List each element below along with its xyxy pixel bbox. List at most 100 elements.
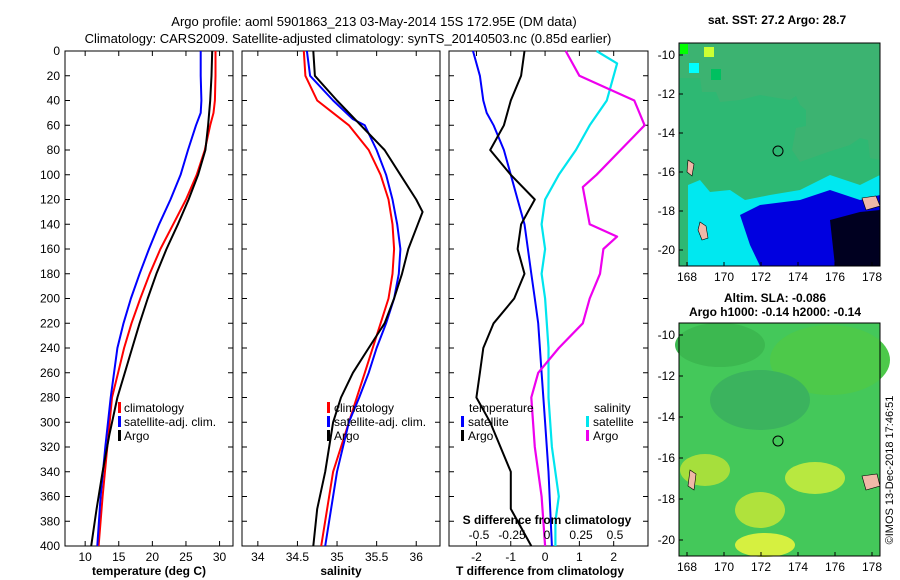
salinity-legend: climatology satellite-adj. clim. Argo	[327, 401, 426, 443]
sst-pixel	[704, 47, 714, 57]
map-x-tick-label: 178	[862, 560, 882, 574]
y-tick-label: 0	[53, 44, 60, 58]
figure-title-line2: Climatology: CARS2009. Satellite-adjuste…	[85, 31, 612, 46]
series-line-argo	[312, 50, 424, 547]
map-x-tick-label: 172	[751, 560, 771, 574]
secondary-x-tick-label: 0.5	[607, 528, 624, 542]
x-tick-label: -2	[471, 550, 482, 564]
series-line-s-argo	[530, 50, 646, 547]
map-y-tick-label: -16	[658, 165, 676, 179]
sla-land-vanuatu	[687, 469, 697, 491]
map-y-tick-label: -14	[658, 410, 676, 424]
sla-map-frame	[678, 322, 881, 557]
legend-label-argo: Argo	[334, 429, 360, 443]
legend-swatch-satellite	[118, 416, 121, 427]
series-line-s-satellite	[540, 50, 619, 546]
sst-land-vanuatu	[697, 221, 709, 241]
series-line-climatology	[302, 50, 396, 547]
x-tick-label: 36	[410, 550, 424, 564]
y-tick-label: 200	[40, 292, 60, 306]
secondary-x-tick-label: -0.5	[469, 528, 490, 542]
legend-swatch-t-argo	[461, 430, 464, 441]
temperature-xlabel: temperature (deg C)	[92, 564, 206, 578]
secondary-x-tick-label: 0.25	[569, 528, 593, 542]
secondary-x-tick-label: -0.25	[498, 528, 526, 542]
figure-title-line1: Argo profile: aoml 5901863_213 03-May-20…	[171, 14, 576, 29]
legend-header-salinity: salinity	[594, 401, 631, 415]
series-line-t-satellite	[472, 50, 553, 547]
sst-pixel	[711, 69, 721, 80]
salinity-xlabel: salinity	[320, 564, 362, 578]
temperature-legend: climatology satellite-adj. clim. Argo	[118, 401, 216, 443]
imos-credit: ©IMOS 13-Dec-2018 17:46:51	[884, 396, 896, 545]
sla-blob	[680, 454, 730, 486]
legend-label-satellite: satellite-adj. clim.	[124, 415, 216, 429]
legend-swatch-argo	[118, 430, 121, 441]
salinity-axes-frame	[241, 50, 441, 547]
map-y-tick-label: -12	[658, 369, 676, 383]
y-tick-label: 300	[40, 415, 60, 429]
legend-swatch-climatology	[118, 402, 121, 413]
legend-label-t-satellite: satellite	[468, 415, 509, 429]
secondary-x-tick-label: 0	[544, 528, 551, 542]
map-y-tick-label: -10	[658, 328, 676, 342]
y-tick-label: 320	[40, 440, 60, 454]
map-x-tick-label: 170	[714, 270, 734, 284]
sla-map: Altim. SLA: -0.086 Argo h1000: -0.14 h20…	[658, 291, 890, 574]
y-tick-label: 240	[40, 341, 60, 355]
difference-secondary-xlabel: S difference from climatology	[463, 513, 632, 527]
x-tick-label: 30	[213, 550, 227, 564]
y-tick-label: 140	[40, 217, 60, 231]
x-tick-label: 1	[576, 550, 583, 564]
x-tick-label: 15	[112, 550, 126, 564]
legend-swatch-s-satellite	[586, 416, 589, 427]
map-x-tick-label: 174	[788, 270, 808, 284]
sst-map-frame	[678, 42, 881, 267]
temperature-panel: 0 20 40 60 80 100 120 140 160 180 200 220 240 260 280 3…	[40, 44, 234, 578]
difference-xlabel: T difference from climatology	[456, 564, 624, 578]
map-x-tick-label: 168	[677, 270, 697, 284]
map-x-tick-label: 168	[677, 560, 697, 574]
legend-swatch-s-argo	[586, 430, 589, 441]
legend-label-climatology: climatology	[334, 401, 394, 415]
sla-blob	[735, 533, 795, 557]
sst-pixel	[680, 44, 688, 54]
sla-map-title1: Altim. SLA: -0.086	[724, 291, 826, 305]
map-x-tick-label: 170	[714, 560, 734, 574]
y-tick-label: 40	[47, 94, 61, 108]
x-tick-label: 35	[330, 550, 344, 564]
y-tick-label: 160	[40, 242, 60, 256]
y-tick-label: 120	[40, 193, 60, 207]
y-tick-label: 80	[47, 143, 61, 157]
y-tick-label: 180	[40, 267, 60, 281]
sla-blob	[710, 370, 810, 430]
map-x-tick-label: 176	[825, 560, 845, 574]
series-line-argo	[90, 50, 214, 547]
sla-blob	[770, 325, 890, 395]
legend-swatch-t-satellite	[461, 416, 464, 427]
y-tick-label: 60	[47, 118, 61, 132]
x-tick-label: 2	[610, 550, 617, 564]
legend-swatch-satellite	[327, 416, 330, 427]
y-tick-label: 20	[47, 69, 61, 83]
sst-argo-location-marker	[772, 145, 784, 157]
x-tick-label: 0	[542, 550, 549, 564]
legend-label-argo: Argo	[124, 429, 150, 443]
sla-blob	[735, 492, 785, 528]
map-y-tick-label: -20	[658, 243, 676, 257]
difference-legend: temperature satellite Argo salinity sate…	[461, 401, 634, 443]
x-tick-label: 35.5	[365, 550, 389, 564]
y-tick-label: 380	[40, 514, 60, 528]
map-y-tick-label: -20	[658, 533, 676, 547]
map-y-tick-label: -18	[658, 204, 676, 218]
x-tick-label: 10	[78, 550, 92, 564]
sla-blob	[785, 462, 845, 494]
legend-header-temperature: temperature	[469, 401, 534, 415]
map-x-tick-label: 176	[825, 270, 845, 284]
legend-label-climatology: climatology	[124, 401, 184, 415]
y-tick-label: 100	[40, 168, 60, 182]
sst-missing-region	[830, 210, 880, 266]
series-line-satellite-adj-clim	[305, 50, 402, 547]
legend-label-t-argo: Argo	[468, 429, 494, 443]
